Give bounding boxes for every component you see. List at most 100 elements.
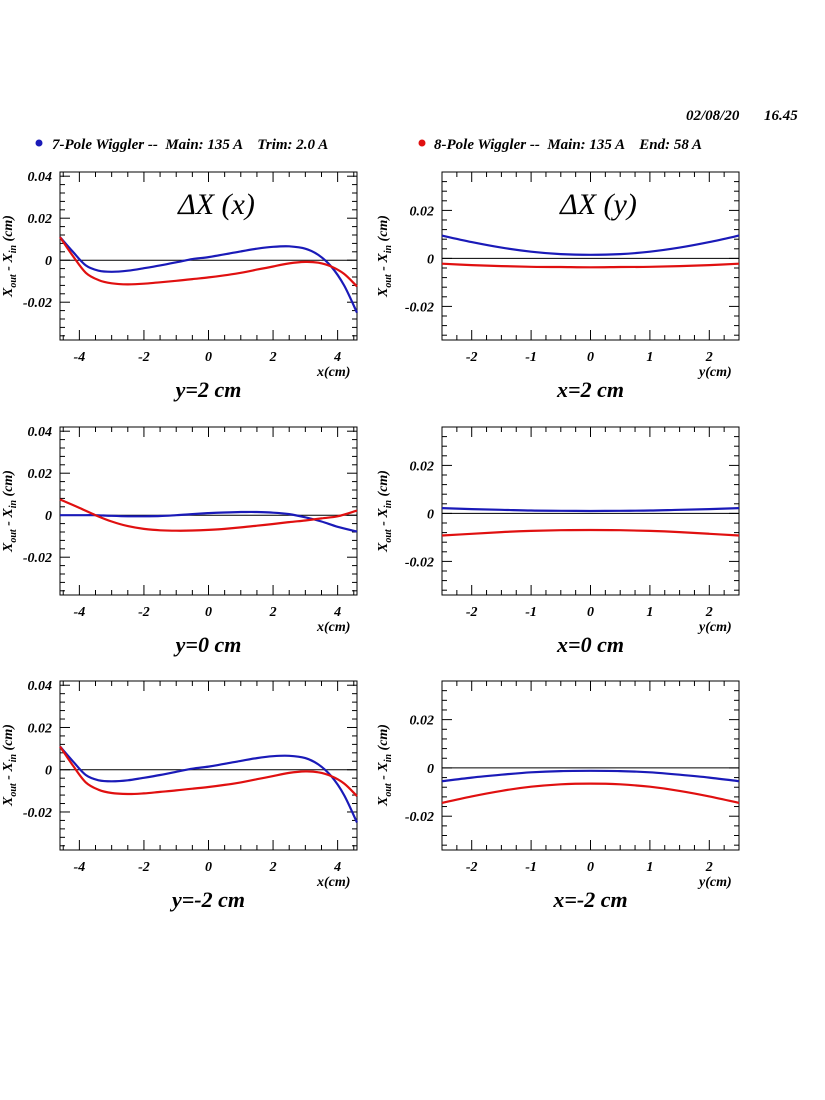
- y-tick-label: 0: [45, 509, 52, 524]
- x-axis-label: y(cm): [697, 620, 732, 635]
- y-tick-label: 0.04: [28, 425, 53, 440]
- panel-title: ΔX (y): [559, 188, 637, 221]
- x-tick-label: -2: [466, 605, 478, 620]
- y-tick-label: 0.02: [410, 204, 435, 219]
- panel-caption: y=-2 cm: [169, 887, 245, 912]
- legend-label-7-pole: 7-Pole Wiggler -- Main: 135 A Trim: 2.0 …: [52, 137, 328, 153]
- y-axis-label: Xout - Xin (cm): [376, 470, 394, 553]
- series-8-pole-line: [441, 782, 740, 804]
- series-7-pole-line: [59, 236, 358, 314]
- x-axis-label: x(cm): [316, 875, 350, 890]
- chart-panel-2: -2 -1 0 1 2 -0.02 0 0.02 Xout - Xin (cm) y(cm) x=2…: [376, 171, 740, 402]
- x-tick-label: -1: [525, 350, 537, 365]
- x-tick-label: 0: [587, 860, 594, 875]
- series-7-pole-line: [441, 769, 740, 783]
- y-tick-label: 0.02: [28, 721, 53, 736]
- x-tick-label: 2: [705, 350, 713, 365]
- series-8-pole-line: [59, 236, 358, 288]
- x-tick-label: -2: [466, 350, 478, 365]
- x-tick-label: 2: [705, 860, 713, 875]
- series-8-pole-line: [441, 262, 740, 269]
- y-tick-label: -0.02: [23, 296, 52, 311]
- legend-label-8-pole: 8-Pole Wiggler -- Main: 135 A End: 58 A: [434, 137, 702, 153]
- header-time: 16.45: [764, 108, 798, 124]
- y-axis-label: Xout - Xin (cm): [376, 215, 394, 298]
- y-tick-label: 0.04: [28, 170, 53, 185]
- chart-panel-1: -4 -2 0 2 4 -0.02 0 0.02 0.04 Xout - Xin (cm) x(cm…: [1, 170, 358, 402]
- y-tick-label: -0.02: [405, 300, 434, 315]
- x-tick-label: -1: [525, 605, 537, 620]
- x-tick-label: -1: [525, 860, 537, 875]
- series-8-pole-line: [441, 528, 740, 537]
- x-axis-label: y(cm): [697, 875, 732, 890]
- series-8-pole-line: [59, 498, 358, 532]
- x-tick-label: 2: [705, 605, 713, 620]
- y-axis-label: Xout - Xin (cm): [1, 470, 19, 553]
- x-tick-label: 0: [205, 350, 212, 365]
- series-7-pole-line: [441, 507, 740, 513]
- x-tick-label: 0: [587, 350, 594, 365]
- x-axis-label: x(cm): [316, 365, 350, 380]
- x-tick-label: 2: [269, 860, 277, 875]
- x-tick-label: 2: [269, 605, 277, 620]
- y-tick-label: -0.02: [405, 555, 434, 570]
- x-tick-label: -2: [138, 605, 150, 620]
- x-tick-label: 4: [333, 350, 341, 365]
- header-date: 02/08/20: [686, 108, 740, 124]
- series-7-pole-line: [59, 745, 358, 823]
- y-tick-label: 0: [427, 762, 434, 777]
- x-tick-label: -4: [74, 605, 86, 620]
- y-tick-label: 0: [427, 507, 434, 522]
- x-tick-label: 0: [205, 860, 212, 875]
- y-tick-label: 0.02: [28, 467, 53, 482]
- chart-panel-6: -2 -1 0 1 2 -0.02 0 0.02 Xout - Xin (cm) y(cm) x=-…: [376, 680, 740, 912]
- series-7-pole-line: [60, 510, 358, 533]
- x-tick-label: -4: [74, 860, 86, 875]
- x-tick-label: 1: [646, 860, 653, 875]
- panel-title: ΔX (x): [177, 188, 255, 221]
- y-axis-label: Xout - Xin (cm): [1, 724, 19, 807]
- plot-frame: [59, 426, 358, 596]
- x-tick-label: 2: [269, 350, 277, 365]
- y-tick-label: -0.02: [405, 810, 434, 825]
- chart-panel-4: -2 -1 0 1 2 -0.02 0 0.02 Xout - Xin (cm) y(cm) x=0…: [376, 426, 740, 657]
- panel-caption: x=-2 cm: [552, 887, 627, 912]
- y-axis-label: Xout - Xin (cm): [1, 215, 19, 298]
- x-tick-label: 0: [587, 605, 594, 620]
- x-tick-label: -2: [138, 350, 150, 365]
- x-tick-label: -2: [466, 860, 478, 875]
- chart-panel-5: -4 -2 0 2 4 -0.02 0 0.02 0.04 Xout - Xin (cm) x(cm…: [1, 679, 358, 912]
- panel-caption: x=0 cm: [556, 632, 624, 657]
- x-tick-label: -4: [74, 350, 86, 365]
- chart-panel-3: -4 -2 0 2 4 -0.02 0 0.02 0.04 Xout - Xin (cm) x(cm…: [1, 425, 358, 657]
- x-tick-label: -2: [138, 860, 150, 875]
- y-tick-label: 0.02: [410, 714, 435, 729]
- x-tick-label: 1: [646, 605, 653, 620]
- x-tick-label: 4: [333, 860, 341, 875]
- x-tick-label: 1: [646, 350, 653, 365]
- y-tick-label: -0.02: [23, 806, 52, 821]
- y-tick-label: 0.04: [28, 679, 53, 694]
- legend-marker-7-pole: [35, 139, 43, 147]
- series-7-pole-line: [441, 234, 740, 256]
- x-tick-label: 0: [205, 605, 212, 620]
- legend-marker-8-pole: [418, 139, 426, 147]
- plot-frame: [441, 680, 740, 851]
- panel-grid: -4 -2 0 2 4 -0.02 0 0.02 0.04 Xout - Xin (cm) x(cm…: [1, 170, 740, 912]
- series-8-pole-line: [59, 745, 358, 797]
- panel-caption: x=2 cm: [556, 377, 624, 402]
- legend: 7-Pole Wiggler -- Main: 135 A Trim: 2.0 …: [35, 137, 702, 153]
- x-tick-label: 4: [333, 605, 341, 620]
- panel-caption: y=2 cm: [173, 377, 242, 402]
- y-tick-label: 0: [45, 764, 52, 779]
- y-axis-label: Xout - Xin (cm): [376, 724, 394, 807]
- panel-caption: y=0 cm: [173, 632, 242, 657]
- x-axis-label: x(cm): [316, 620, 350, 635]
- y-tick-label: 0.02: [28, 212, 53, 227]
- y-tick-label: 0: [427, 252, 434, 267]
- y-tick-label: 0.02: [410, 459, 435, 474]
- y-tick-label: -0.02: [23, 551, 52, 566]
- y-tick-label: 0: [45, 254, 52, 269]
- x-axis-label: y(cm): [697, 365, 732, 380]
